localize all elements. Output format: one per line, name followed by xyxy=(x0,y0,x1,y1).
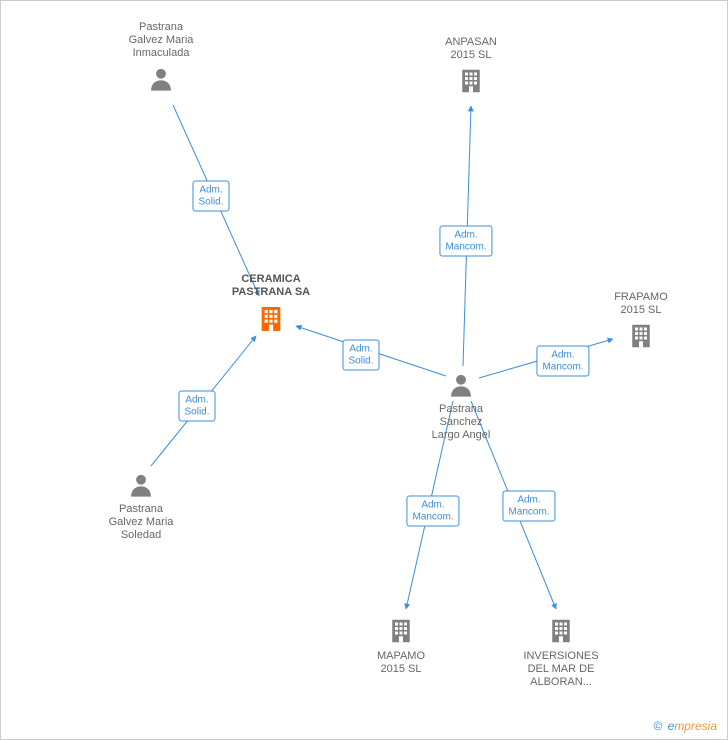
node-n_frapamo: FRAPAMO 2015 SL xyxy=(591,291,691,351)
edge-label: Adm. Mancom. xyxy=(536,346,589,377)
node-label: Pastrana Sanchez Largo Angel xyxy=(411,403,511,443)
edge-line xyxy=(463,106,471,366)
node-label: FRAPAMO 2015 SL xyxy=(591,291,691,317)
node-label: Pastrana Galvez Maria Soledad xyxy=(91,503,191,543)
edge-label: Adm. Solid. xyxy=(342,340,379,371)
brand-name: empresia xyxy=(668,719,717,733)
building-icon xyxy=(626,321,656,351)
edge-label: Adm. Mancom. xyxy=(439,226,492,257)
node-n_inversiones: INVERSIONES DEL MAR DE ALBORAN... xyxy=(511,616,611,690)
edge-label: Adm. Solid. xyxy=(192,181,229,212)
footer-credit: © empresia xyxy=(653,719,717,733)
node-label: Pastrana Galvez Maria Inmaculada xyxy=(111,21,211,61)
node-n_mapamo: MAPAMO 2015 SL xyxy=(351,616,451,676)
building-icon xyxy=(456,66,486,96)
building-icon xyxy=(255,303,287,335)
edge-label: Adm. Solid. xyxy=(178,391,215,422)
node-label: ANPASAN 2015 SL xyxy=(421,36,521,62)
node-label: INVERSIONES DEL MAR DE ALBORAN... xyxy=(511,650,611,690)
node-n_inmaculada: Pastrana Galvez Maria Inmaculada xyxy=(111,21,211,93)
node-n_anpasan: ANPASAN 2015 SL xyxy=(421,36,521,96)
edge-line xyxy=(173,105,259,296)
edge-label: Adm. Mancom. xyxy=(502,491,555,522)
building-icon xyxy=(386,616,416,646)
node-label: CERAMICA PASTRANA SA xyxy=(221,273,321,299)
diagram-container: Pastrana Galvez Maria Inmaculada ANPASAN… xyxy=(0,0,728,740)
edge-line xyxy=(151,336,256,466)
person-icon xyxy=(147,65,175,93)
node-n_soledad: Pastrana Galvez Maria Soledad xyxy=(91,471,191,543)
person-icon xyxy=(447,371,475,399)
person-icon xyxy=(127,471,155,499)
node-n_angel: Pastrana Sanchez Largo Angel xyxy=(411,371,511,443)
node-n_ceramica: CERAMICA PASTRANA SA xyxy=(221,273,321,335)
node-label: MAPAMO 2015 SL xyxy=(351,650,451,676)
edge-label: Adm. Mancom. xyxy=(406,496,459,527)
building-icon xyxy=(546,616,576,646)
copyright-symbol: © xyxy=(653,719,662,733)
